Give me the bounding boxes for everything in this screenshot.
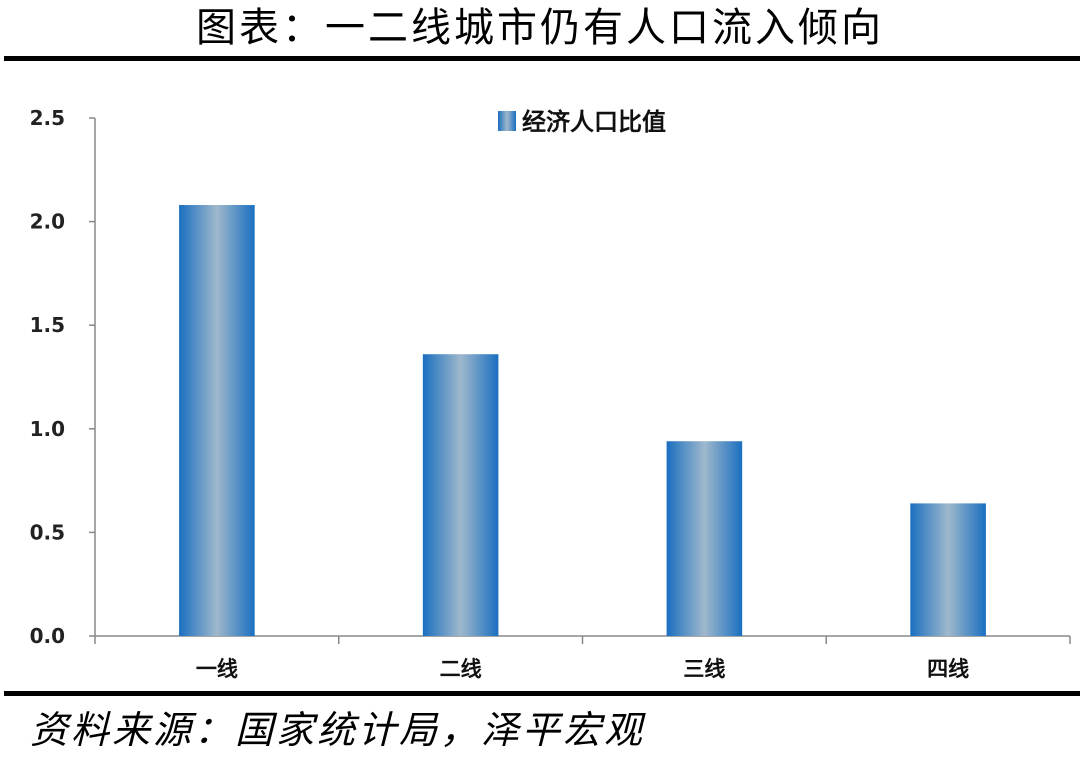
- x-axis: 一线 二线 三线 四线: [94, 635, 1071, 681]
- top-rule: [4, 56, 1080, 61]
- legend-label: 经济人口比值: [522, 108, 666, 136]
- bars: [179, 205, 986, 637]
- y-tick-label: 2.5: [30, 106, 65, 130]
- x-category-label: 一线: [196, 657, 238, 681]
- chart-title: 图表：一二线城市仍有人口流入倾向: [196, 5, 884, 51]
- x-category-label: 四线: [927, 657, 969, 681]
- y-axis: 0.0 0.5 1.0 1.5 2.0 2.5: [30, 106, 96, 648]
- legend-swatch: [498, 111, 516, 131]
- y-tick-label: 2.0: [30, 210, 65, 234]
- legend: 经济人口比值: [498, 108, 666, 136]
- bottom-rule: [4, 691, 1080, 696]
- y-tick-label: 0.5: [30, 520, 65, 544]
- y-tick-label: 0.0: [30, 624, 65, 648]
- bar-4: [910, 503, 986, 636]
- x-category-label: 二线: [440, 657, 482, 681]
- bar-3: [666, 441, 743, 636]
- y-tick-label: 1.0: [30, 417, 65, 441]
- x-category-label: 三线: [683, 657, 725, 681]
- y-tick-label: 1.5: [30, 313, 65, 337]
- bar-1: [179, 205, 255, 637]
- source-note: 资料来源：国家统计局，泽平宏观: [30, 708, 646, 752]
- bar-chart: 0.0 0.5 1.0 1.5 2.0 2.5 一线 二线 三线 四线 经济人口比值: [30, 106, 1071, 681]
- bar-2: [422, 354, 499, 636]
